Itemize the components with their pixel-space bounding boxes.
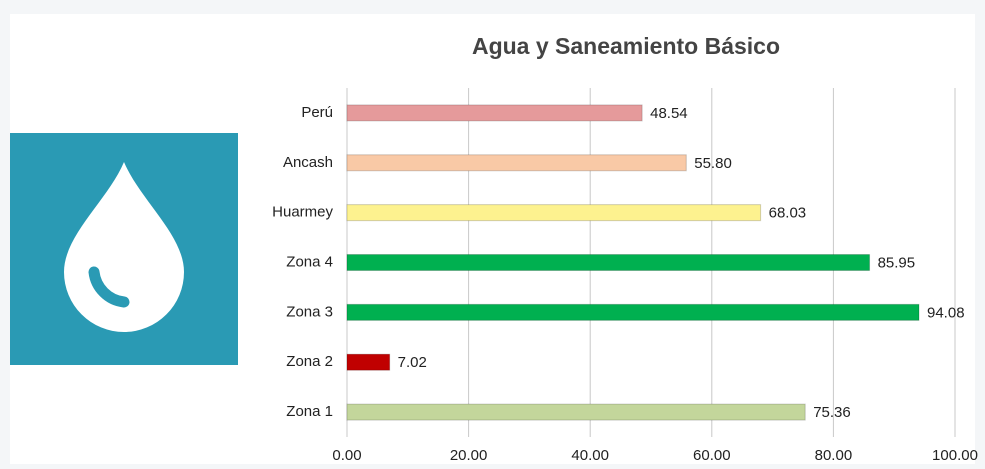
bar (346, 353, 391, 371)
bar (346, 204, 762, 222)
bar (346, 154, 687, 172)
y-tick-label: Perú (301, 104, 333, 121)
data-label: 68.03 (769, 205, 807, 222)
x-tick-label: 0.00 (332, 447, 361, 464)
y-tick-label: Zona 1 (286, 403, 333, 420)
water-icon (10, 133, 238, 365)
data-label: 94.08 (927, 304, 965, 321)
chart-title: Agua y Saneamiento Básico (472, 33, 780, 59)
x-tick-label: 100.00 (932, 447, 978, 464)
y-tick-label: Zona 3 (286, 303, 333, 320)
y-tick-label: Ancash (283, 154, 333, 171)
data-label: 55.80 (694, 155, 732, 172)
drop (64, 162, 184, 332)
bar (346, 254, 871, 271)
data-label: 7.02 (398, 354, 427, 371)
x-tick-label: 80.00 (815, 447, 853, 464)
y-tick-label: Zona 2 (286, 353, 333, 370)
bar (346, 403, 806, 421)
drop-highlight (88, 266, 130, 308)
x-tick-label: 20.00 (450, 447, 488, 464)
bar (346, 104, 643, 122)
x-tick-label: 40.00 (571, 447, 609, 464)
bar (346, 303, 920, 321)
data-label: 48.54 (650, 105, 688, 122)
x-tick-label: 60.00 (693, 447, 731, 464)
y-tick-label: Huarmey (272, 204, 333, 221)
y-tick-label: Zona 4 (286, 253, 333, 270)
data-label: 85.95 (878, 254, 916, 271)
data-label: 75.36 (813, 404, 851, 421)
